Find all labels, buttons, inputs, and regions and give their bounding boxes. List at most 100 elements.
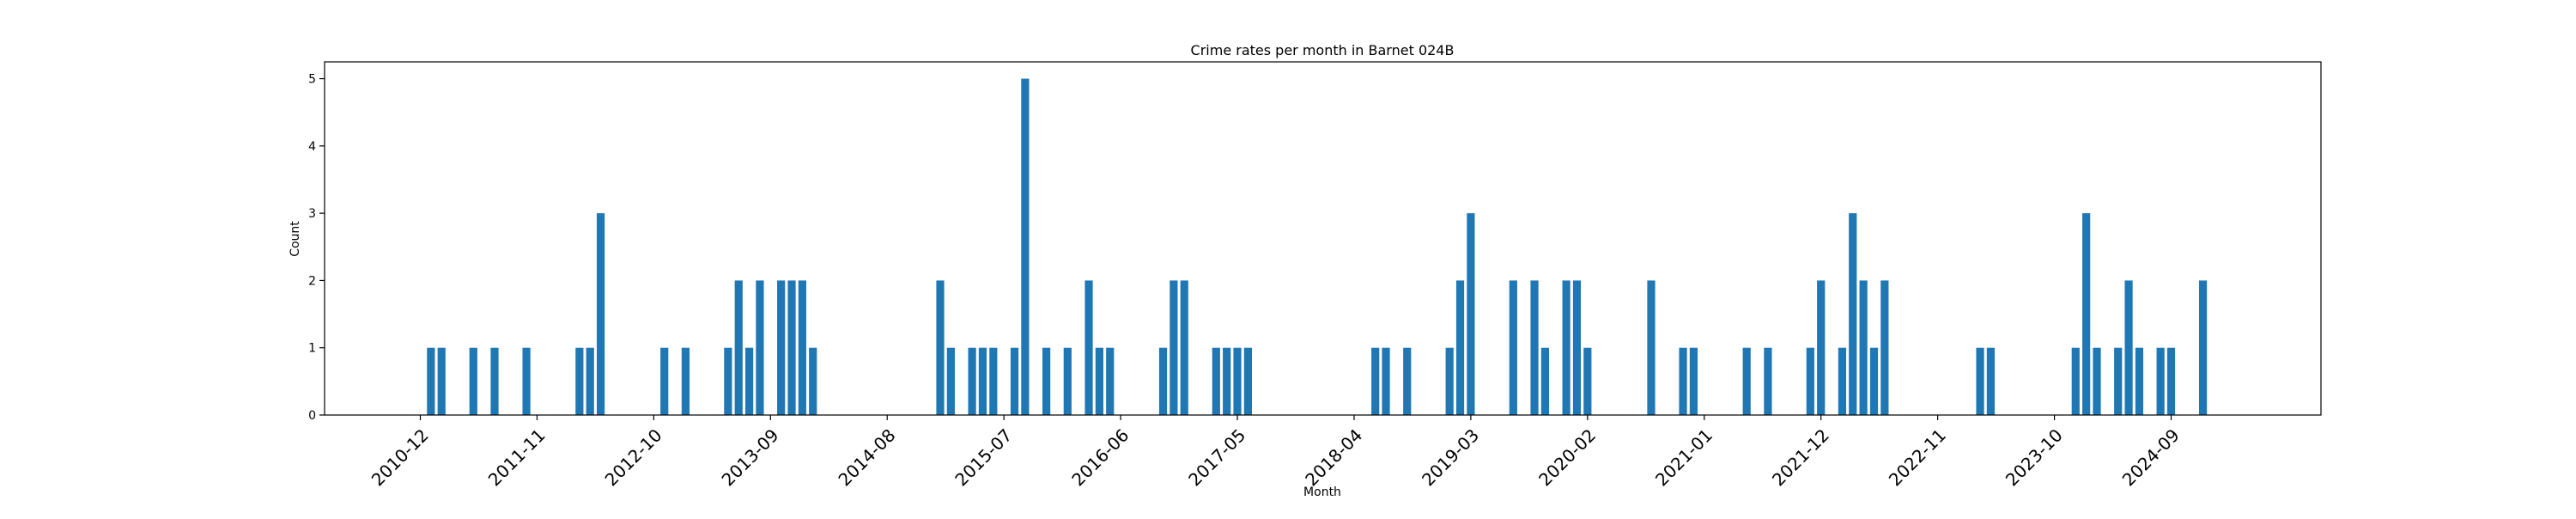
y-tick-label: 3 [308, 207, 316, 221]
x-axis-label: Month [1303, 485, 1341, 499]
bar [2124, 280, 2133, 415]
bar [1106, 347, 1115, 415]
x-tick-label: 2010-12 [368, 424, 433, 490]
bar [777, 280, 786, 415]
bar [2198, 280, 2208, 415]
bar [809, 347, 817, 415]
bar [1976, 347, 1984, 415]
bar [1445, 347, 1454, 415]
bar [1583, 347, 1592, 415]
bar [1509, 280, 1517, 415]
bar [978, 347, 987, 415]
bar [2071, 347, 2080, 415]
chart-title: Crime rates per month in Barnet 024B [1191, 42, 1455, 58]
bar [1742, 347, 1751, 415]
bar [660, 347, 669, 415]
bar [1223, 347, 1231, 415]
bar [1021, 78, 1030, 415]
bar [946, 347, 955, 415]
bar [989, 347, 998, 415]
bar [586, 347, 594, 415]
bar [1806, 347, 1814, 415]
bar [1042, 347, 1051, 415]
bar [1849, 213, 1857, 415]
bar [1095, 347, 1103, 415]
bar [1243, 347, 1252, 415]
bar [490, 347, 499, 415]
x-tick-label: 2012-10 [601, 424, 666, 490]
x-tick-label: 2022-11 [1885, 424, 1950, 490]
bar [1158, 347, 1168, 415]
bar [787, 280, 796, 415]
bar [724, 347, 732, 415]
bar [2156, 347, 2165, 415]
x-tick-label: 2018-04 [1301, 424, 1366, 490]
bar [1084, 280, 1093, 415]
bar [1180, 280, 1188, 415]
bar [734, 280, 743, 415]
bar [1859, 280, 1868, 415]
bar [1371, 347, 1380, 415]
bar [469, 347, 477, 415]
y-axis-label: Count [289, 221, 302, 257]
plot-frame [324, 61, 2322, 416]
bar [2082, 213, 2091, 415]
x-tick-label: 2019-03 [1418, 424, 1483, 490]
y-tick-label: 5 [308, 73, 316, 87]
bar [1455, 280, 1465, 415]
bar [1838, 347, 1847, 415]
bar [1572, 280, 1582, 415]
bar [1010, 347, 1019, 415]
bars-layer [427, 78, 2208, 415]
bar [1562, 280, 1571, 415]
bar [1540, 347, 1549, 415]
bar [1530, 280, 1539, 415]
bar [968, 347, 976, 415]
bar [575, 347, 584, 415]
bar [756, 280, 764, 415]
y-tick-label: 1 [308, 342, 316, 356]
bar [2114, 347, 2123, 415]
bar [681, 347, 690, 415]
bar [744, 347, 754, 415]
bar [1212, 347, 1220, 415]
x-axis: 2010-12 2011-11 2012-10 2013-09 2014-08 2015-… [368, 415, 2184, 490]
bar [596, 213, 605, 415]
bar [936, 280, 945, 415]
bar [522, 347, 531, 415]
x-tick-label: 2020-02 [1534, 424, 1600, 490]
bar [798, 280, 806, 415]
bar [1986, 347, 1996, 415]
bar [437, 347, 446, 415]
x-tick-label: 2024-09 [2118, 424, 2184, 490]
x-tick-label: 2023-10 [2002, 424, 2067, 490]
bar [1403, 347, 1412, 415]
x-tick-label: 2017-05 [1184, 424, 1249, 490]
bar [1233, 347, 1242, 415]
bar [2135, 347, 2144, 415]
bar [1382, 347, 1390, 415]
bar [1170, 280, 1178, 415]
x-tick-label: 2014-08 [834, 424, 899, 490]
y-tick-label: 2 [308, 274, 316, 288]
bar [427, 347, 435, 415]
bar [1467, 213, 1475, 415]
x-tick-label: 2013-09 [718, 424, 783, 490]
bar [2093, 347, 2101, 415]
bar [1689, 347, 1698, 415]
bar [1817, 280, 1826, 415]
bar [1869, 347, 1879, 415]
bar [1063, 347, 1072, 415]
x-tick-label: 2016-06 [1067, 424, 1133, 490]
y-tick-label: 0 [308, 409, 316, 423]
y-axis: 0 1 2 3 4 5 [308, 73, 325, 423]
x-tick-label: 2021-01 [1651, 424, 1716, 490]
bar [1880, 280, 1889, 415]
x-tick-label: 2015-07 [951, 424, 1016, 490]
x-tick-label: 2011-11 [484, 424, 550, 490]
bar [1679, 347, 1687, 415]
y-tick-label: 4 [308, 140, 316, 154]
bar [1647, 280, 1656, 415]
